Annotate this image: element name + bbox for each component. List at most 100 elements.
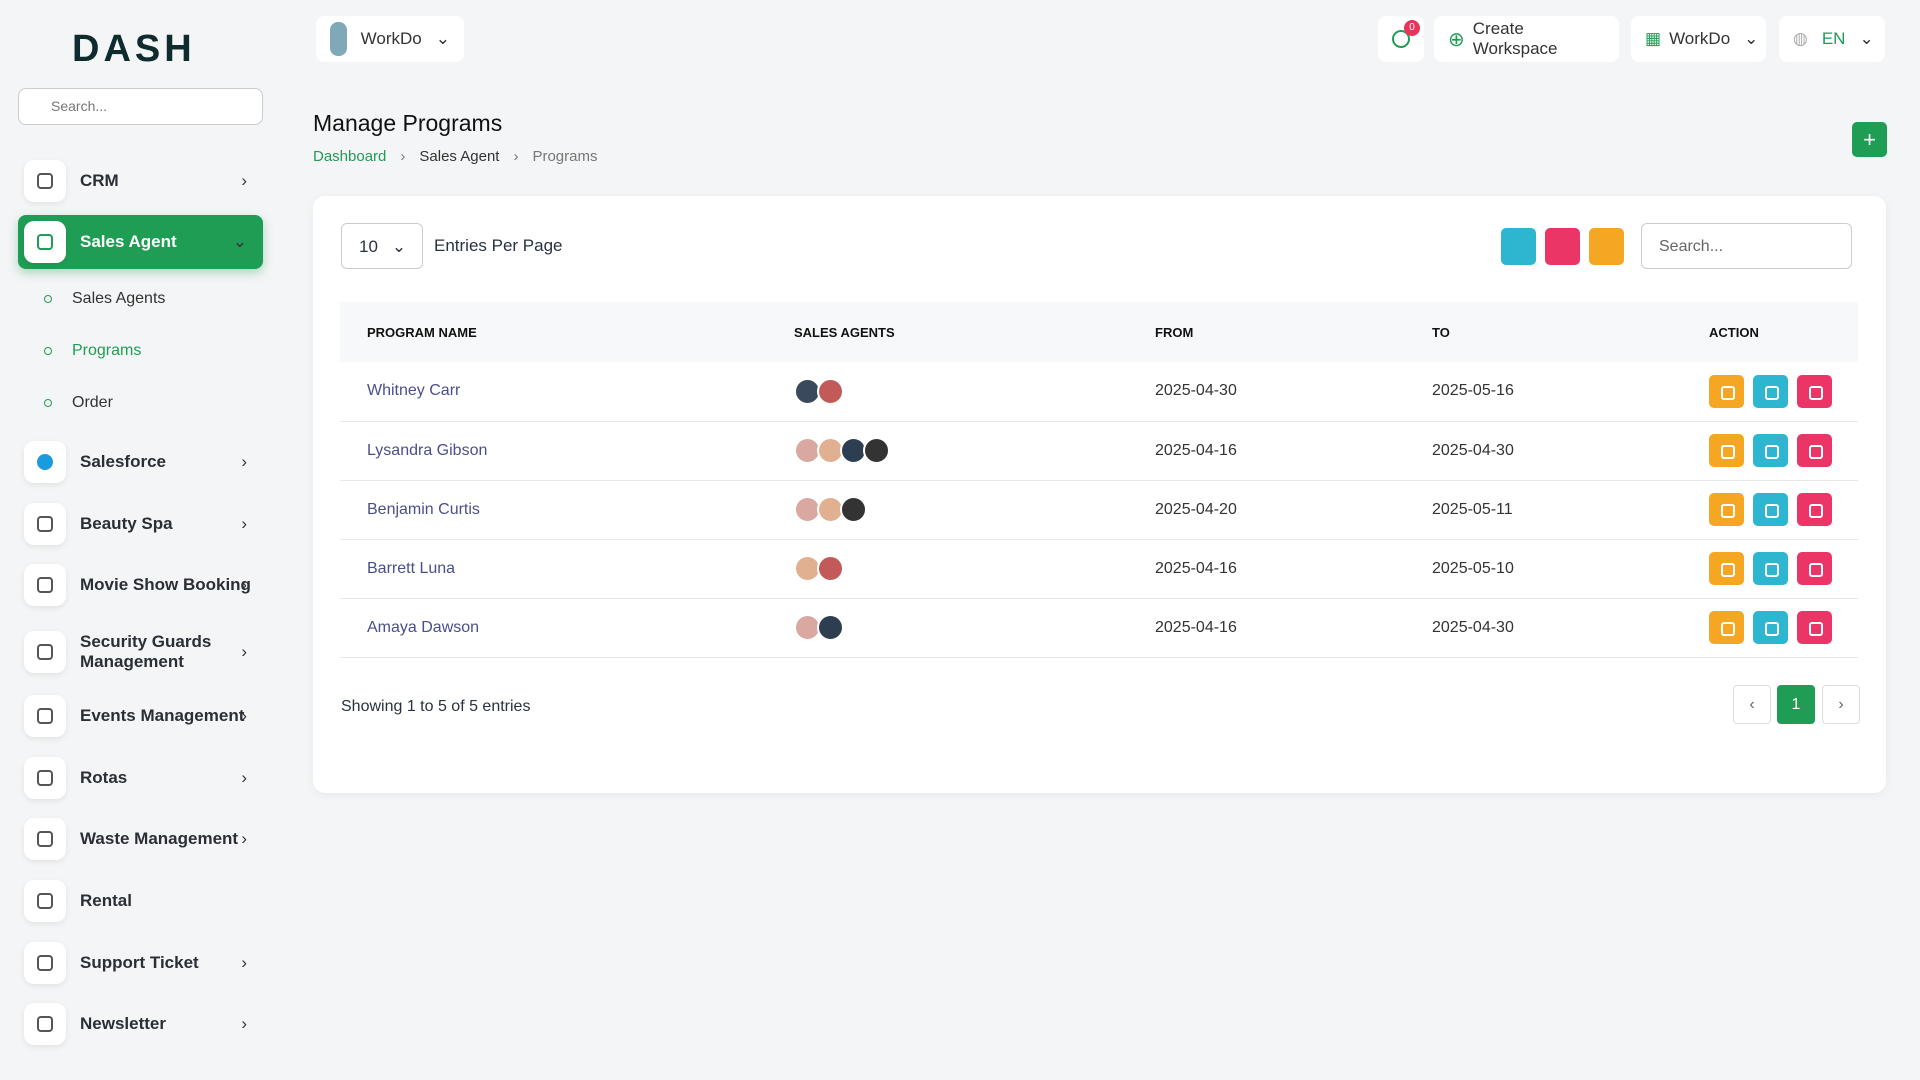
nav-item[interactable]: Rotas › — [18, 751, 263, 805]
nav-item[interactable]: Movie Show Booking › — [18, 558, 263, 612]
nav-item[interactable]: Newsletter › — [18, 997, 263, 1051]
notification-count: 0 — [1404, 20, 1420, 36]
avatar — [863, 437, 890, 464]
export-button[interactable] — [1501, 228, 1536, 265]
programs-table: PROGRAM NAME SALES AGENTS FROM TO ACTION… — [340, 302, 1858, 658]
sales-agents — [767, 598, 1128, 658]
page-size: 10 — [359, 237, 378, 256]
breadcrumb: Dashboard › Sales Agent › Programs — [313, 148, 598, 165]
program-name[interactable]: Barrett Luna — [340, 539, 767, 599]
to-date: 2025-05-10 — [1405, 539, 1682, 599]
avatar — [817, 614, 844, 641]
nav-item[interactable]: Security Guards Management › — [18, 624, 263, 680]
sub-item[interactable]: Order — [44, 394, 113, 412]
to-date: 2025-05-11 — [1405, 480, 1682, 540]
edit-button[interactable] — [1753, 552, 1788, 585]
program-name[interactable]: Lysandra Gibson — [340, 421, 767, 481]
edit-button[interactable] — [1753, 493, 1788, 526]
to-date: 2025-04-30 — [1405, 598, 1682, 658]
table-row: Whitney Carr 2025-04-30 2025-05-16 — [340, 362, 1858, 422]
label: Security Guards Management — [80, 632, 212, 671]
actions — [1682, 539, 1858, 599]
avatar — [840, 496, 867, 523]
delete-button[interactable] — [1797, 552, 1832, 585]
table-search[interactable]: Search... — [1641, 223, 1852, 269]
sales-agents — [767, 362, 1128, 422]
view-button[interactable] — [1709, 552, 1744, 585]
add-button[interactable]: + — [1852, 122, 1887, 157]
column-header[interactable]: TO — [1405, 302, 1682, 362]
avatar — [794, 496, 821, 523]
view-button[interactable] — [1709, 434, 1744, 467]
delete-button[interactable] — [1797, 493, 1832, 526]
reset-button[interactable] — [1545, 228, 1580, 265]
table-row: Barrett Luna 2025-04-16 2025-05-10 — [340, 539, 1858, 599]
workspace-switch[interactable]: WorkDo ⌄ — [316, 16, 464, 62]
from-date: 2025-04-16 — [1128, 598, 1405, 658]
workspace-menu[interactable]: ▦ WorkDo ⌄ — [1631, 16, 1766, 62]
label: CRM — [80, 171, 119, 190]
program-name[interactable]: Amaya Dawson — [340, 598, 767, 658]
crumb[interactable]: Sales Agent — [419, 148, 500, 165]
create-workspace[interactable]: ⊕ Create Workspace — [1434, 16, 1619, 62]
page-number[interactable]: 1 — [1777, 685, 1815, 724]
nav-item[interactable]: Events Management › — [18, 689, 263, 743]
workspace-name: WorkDo — [360, 29, 422, 48]
label: Movie Show Booking — [80, 575, 251, 594]
avatar — [794, 437, 821, 464]
language[interactable]: ◍ EN ⌄ — [1779, 16, 1885, 62]
from-date: 2025-04-30 — [1128, 362, 1405, 422]
label: Salesforce — [80, 452, 166, 471]
card: 10 ⌄ Entries Per Page Search... PROGRAM N… — [313, 196, 1886, 793]
actions — [1682, 362, 1858, 422]
delete-button[interactable] — [1797, 374, 1832, 408]
table-row: Benjamin Curtis 2025-04-20 2025-05-11 — [340, 480, 1858, 540]
nav-item[interactable]: CRM › — [18, 154, 263, 208]
sub-item[interactable]: Programs — [44, 342, 141, 360]
view-button[interactable] — [1709, 611, 1744, 644]
view-button[interactable] — [1709, 374, 1744, 408]
label: Events Management — [80, 706, 245, 725]
label: Newsletter — [80, 1014, 166, 1033]
column-header[interactable]: FROM — [1128, 302, 1405, 362]
nav-item[interactable]: Rental — [18, 874, 263, 928]
avatar — [817, 437, 844, 464]
sidebar-search[interactable]: Search... — [18, 88, 263, 125]
actions — [1682, 480, 1858, 540]
label: Beauty Spa — [80, 514, 173, 533]
program-name[interactable]: Benjamin Curtis — [340, 480, 767, 540]
delete-button[interactable] — [1797, 434, 1832, 467]
to-date: 2025-04-30 — [1405, 421, 1682, 481]
next-page[interactable]: › — [1822, 685, 1860, 724]
edit-button[interactable] — [1753, 434, 1788, 467]
crumb[interactable]: Dashboard — [313, 148, 387, 165]
column-header[interactable]: PROGRAM NAME — [340, 302, 767, 362]
page-size-select[interactable]: 10 ⌄ — [341, 223, 423, 269]
label: Sales Agent — [80, 232, 177, 251]
nav-item[interactable]: Support Ticket › — [18, 936, 263, 990]
nav-item[interactable]: Beauty Spa › — [18, 497, 263, 551]
prev-page[interactable]: ‹ — [1733, 685, 1771, 724]
nav-item[interactable]: Waste Management › — [18, 812, 263, 866]
delete-button[interactable] — [1797, 611, 1832, 644]
logo[interactable]: DASH — [72, 28, 196, 70]
nav-item[interactable]: Salesforce › — [18, 435, 263, 489]
nav-item[interactable]: Sales Agent ⌄ — [18, 215, 263, 269]
program-name[interactable]: Whitney Carr — [340, 362, 767, 422]
edit-button[interactable] — [1753, 611, 1788, 644]
sales-agents — [767, 480, 1128, 540]
notifications[interactable]: 0 — [1378, 16, 1424, 62]
edit-button[interactable] — [1753, 374, 1788, 408]
sales-agents — [767, 539, 1128, 599]
sub-item[interactable]: Sales Agents — [44, 290, 165, 308]
to-date: 2025-05-16 — [1405, 362, 1682, 422]
table-row: Lysandra Gibson 2025-04-16 2025-04-30 — [340, 421, 1858, 481]
from-date: 2025-04-16 — [1128, 421, 1405, 481]
placeholder: Search... — [1659, 238, 1724, 255]
view-button[interactable] — [1709, 493, 1744, 526]
reload-button[interactable] — [1589, 228, 1624, 265]
placeholder: Search... — [51, 98, 108, 114]
table-row: Amaya Dawson 2025-04-16 2025-04-30 — [340, 598, 1858, 658]
column-header[interactable]: SALES AGENTS — [767, 302, 1128, 362]
